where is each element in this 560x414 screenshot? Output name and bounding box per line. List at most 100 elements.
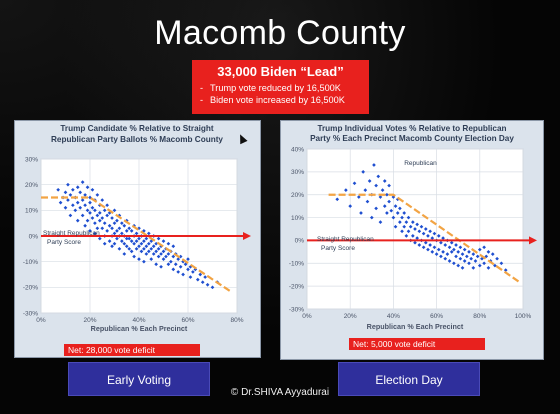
data-point	[120, 239, 124, 243]
data-point	[436, 247, 441, 252]
data-point	[97, 211, 102, 215]
data-point	[78, 190, 83, 195]
data-point	[477, 263, 482, 268]
data-point	[139, 241, 144, 246]
data-point	[120, 231, 124, 236]
net-deficit-election-day: Net: 5,000 vote deficit	[349, 338, 485, 350]
data-point	[419, 224, 424, 229]
data-point	[186, 267, 190, 272]
data-point	[122, 241, 127, 246]
data-point	[105, 213, 109, 218]
data-point	[88, 229, 92, 233]
data-point	[423, 240, 428, 245]
y-tick-label: -20%	[289, 283, 304, 290]
data-point	[188, 275, 193, 279]
data-point	[83, 193, 87, 197]
data-point	[458, 256, 463, 261]
data-point	[151, 244, 156, 249]
data-point	[132, 254, 136, 259]
y-tick-label: -10%	[289, 261, 304, 268]
x-tick-label: 40%	[132, 317, 145, 324]
data-point	[493, 263, 497, 268]
series-label: Republican	[404, 160, 437, 167]
data-point	[408, 224, 413, 229]
data-point	[154, 249, 158, 254]
data-point	[462, 247, 467, 252]
x-tick-label: 60%	[181, 317, 194, 324]
data-point	[164, 254, 168, 259]
data-point	[75, 185, 80, 190]
data-point	[402, 211, 407, 215]
data-point	[112, 231, 117, 236]
data-point	[95, 226, 100, 231]
reference-annotation: Straight Republican	[317, 236, 374, 243]
data-point	[452, 261, 456, 266]
data-point	[142, 259, 146, 264]
data-point	[382, 204, 387, 208]
data-point	[482, 261, 486, 266]
data-point	[178, 264, 183, 269]
election-day-button[interactable]: Election Day	[338, 362, 480, 396]
chart-title-line: Trump Individual Votes % Relative to Rep…	[317, 124, 506, 133]
data-point	[387, 183, 391, 188]
trend-line	[328, 193, 520, 283]
reference-annotation: Party Score	[47, 239, 81, 246]
data-point	[441, 250, 445, 254]
y-tick-label: 10%	[25, 208, 38, 215]
data-point	[363, 188, 368, 192]
chart-title-line: Republican Party Ballots % Macomb County	[51, 135, 223, 144]
data-point	[93, 208, 97, 213]
data-point	[149, 246, 154, 251]
data-point	[68, 213, 73, 218]
data-point	[426, 247, 430, 252]
data-point	[117, 246, 122, 251]
data-point	[460, 266, 465, 270]
data-point	[452, 247, 456, 252]
data-point	[146, 231, 151, 236]
data-point	[357, 195, 361, 199]
data-point	[400, 215, 404, 220]
lead-callout: 33,000 Biden “Lead” Trump vote reduced b…	[192, 60, 369, 114]
early-voting-chart-panel: Trump Candidate % Relative to Straight Re…	[14, 120, 261, 358]
data-point	[90, 187, 95, 192]
data-point	[137, 236, 141, 241]
data-point	[382, 179, 387, 183]
x-tick-label: 40%	[387, 313, 400, 320]
reference-arrow-icon	[529, 236, 537, 245]
data-point	[365, 199, 370, 204]
x-tick-label: 60%	[430, 313, 443, 320]
data-point	[88, 211, 92, 215]
data-point	[97, 236, 102, 241]
data-point	[149, 257, 154, 261]
x-tick-label: 80%	[473, 313, 486, 320]
x-tick-label: 0%	[36, 317, 46, 324]
data-point	[115, 218, 119, 223]
data-point	[139, 249, 144, 254]
data-point	[127, 226, 132, 231]
data-point	[110, 216, 114, 220]
data-point	[85, 208, 90, 213]
x-tick-label: 100%	[515, 313, 532, 320]
data-point	[144, 244, 149, 249]
data-point	[443, 243, 448, 247]
data-point	[421, 231, 426, 236]
data-point	[115, 236, 119, 241]
y-tick-label: 0%	[29, 233, 39, 240]
data-point	[100, 198, 105, 202]
data-point	[159, 252, 163, 256]
data-point	[173, 262, 178, 267]
data-point	[102, 241, 107, 246]
chart-title-line: Trump Candidate % Relative to Straight	[60, 124, 214, 133]
data-point	[134, 231, 139, 236]
data-point	[352, 181, 357, 186]
data-point	[166, 241, 171, 246]
data-point	[71, 203, 75, 208]
early-voting-button[interactable]: Early Voting	[68, 362, 210, 396]
data-point	[117, 226, 122, 231]
data-point	[75, 218, 80, 223]
data-point	[83, 223, 87, 228]
data-point	[171, 244, 176, 249]
data-point	[107, 239, 112, 243]
data-point	[161, 249, 166, 254]
data-point	[161, 257, 166, 261]
